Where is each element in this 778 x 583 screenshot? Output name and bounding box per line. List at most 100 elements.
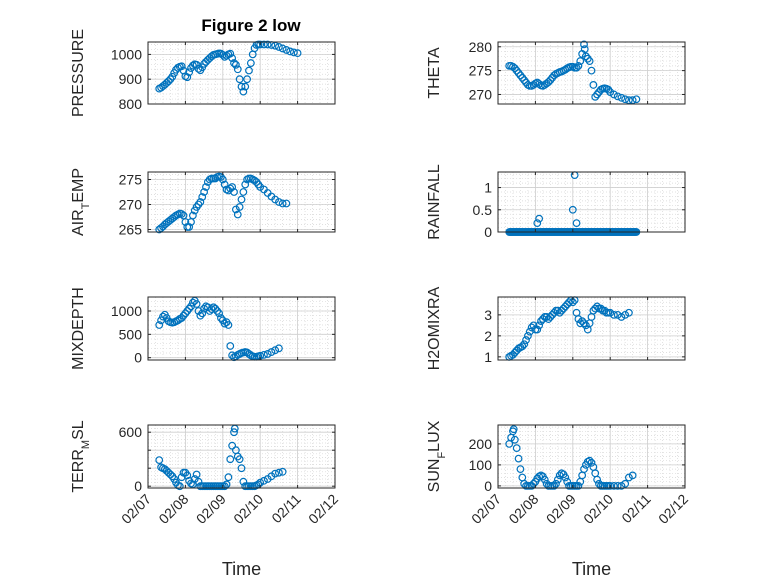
data-point	[215, 309, 223, 318]
y-axis-label: PRESSURE	[70, 29, 87, 117]
data-point	[200, 188, 209, 196]
data-point	[228, 441, 237, 450]
data-point	[617, 93, 626, 102]
data-point	[185, 223, 194, 231]
data-point	[235, 455, 244, 464]
y-tick-label: 600	[119, 424, 143, 440]
y-axis-label: THETA	[426, 47, 443, 99]
data-point	[514, 69, 523, 77]
data-point	[211, 174, 220, 183]
data-point	[550, 308, 558, 317]
data-point	[235, 203, 244, 211]
data-point	[237, 82, 246, 91]
y-tick-label: 800	[119, 96, 143, 112]
y-tick-label: 270	[119, 197, 143, 213]
data-point	[621, 310, 630, 319]
x-tick-label: 02/08	[155, 491, 191, 527]
data-point	[278, 467, 287, 476]
data-point	[510, 64, 519, 73]
data-point	[263, 40, 272, 49]
data-point	[243, 75, 252, 84]
data-point	[606, 308, 615, 317]
data-point	[233, 65, 242, 74]
data-point	[188, 61, 197, 70]
data-points	[505, 40, 641, 105]
data-point	[275, 43, 283, 51]
data-point	[520, 76, 529, 85]
data-points	[155, 172, 291, 234]
y-axis-label: H2OMIXRA	[426, 286, 443, 370]
data-point	[613, 92, 622, 101]
data-point	[293, 49, 302, 58]
data-point	[267, 348, 276, 356]
data-points	[155, 40, 302, 96]
data-point	[185, 304, 194, 313]
data-point	[194, 64, 203, 73]
data-point	[226, 342, 235, 350]
data-point	[282, 46, 291, 54]
data-points	[155, 296, 283, 362]
axes-box	[497, 424, 686, 489]
data-point	[218, 50, 227, 59]
y-tick-label: 0.5	[473, 202, 493, 218]
data-point	[585, 456, 594, 465]
data-points	[505, 296, 633, 361]
y-tick-label: 270	[469, 86, 493, 102]
x-tick-label: 02/07	[468, 491, 504, 527]
data-point	[604, 85, 613, 94]
data-point	[286, 47, 295, 56]
data-point	[211, 304, 220, 313]
data-point	[516, 465, 525, 474]
data-point	[546, 76, 555, 85]
data-point	[181, 309, 190, 318]
data-point	[591, 304, 600, 313]
data-point	[194, 477, 203, 486]
data-point	[226, 455, 235, 464]
data-point	[239, 87, 248, 96]
data-point	[263, 350, 272, 358]
data-point	[625, 308, 633, 317]
x-tick-label: 02/11	[618, 491, 654, 527]
data-point	[509, 425, 518, 434]
data-point	[192, 300, 201, 308]
y-tick-label: 265	[119, 222, 143, 238]
y-tick-label: 0	[134, 478, 142, 494]
plot-area	[498, 42, 685, 104]
y-axis-label-part: H2OMIXRA	[426, 286, 443, 370]
plot-area	[148, 172, 335, 232]
data-point	[241, 82, 250, 91]
y-axis-label-subscript: T	[80, 202, 92, 209]
y-tick-label: 2	[484, 328, 492, 344]
data-point	[621, 95, 630, 104]
y-tick-label: 3	[484, 307, 492, 323]
data-point	[572, 63, 581, 72]
data-point	[522, 336, 530, 344]
data-point	[230, 428, 238, 437]
data-point	[580, 40, 588, 49]
y-axis-label-part: PRESSURE	[70, 29, 87, 117]
data-point	[540, 475, 549, 484]
data-point	[593, 302, 602, 311]
data-point	[275, 198, 283, 206]
data-point	[177, 210, 186, 218]
y-tick-label: 275	[119, 172, 143, 188]
data-point	[613, 482, 622, 490]
data-point	[230, 59, 238, 67]
data-point	[289, 48, 298, 57]
data-point	[213, 307, 222, 315]
data-point	[529, 479, 538, 488]
data-point	[239, 188, 248, 196]
figure-title: Figure 2 low	[201, 16, 301, 35]
data-point	[617, 313, 626, 321]
data-point	[561, 473, 570, 482]
data-point	[185, 68, 194, 77]
data-point	[574, 482, 583, 490]
data-point	[535, 321, 544, 330]
y-tick-label: 100	[469, 457, 493, 473]
plot-area	[148, 42, 335, 104]
y-axis-label-part: RAINFALL	[426, 164, 443, 240]
data-point	[228, 351, 237, 360]
data-point	[585, 57, 594, 65]
data-point	[510, 435, 519, 444]
